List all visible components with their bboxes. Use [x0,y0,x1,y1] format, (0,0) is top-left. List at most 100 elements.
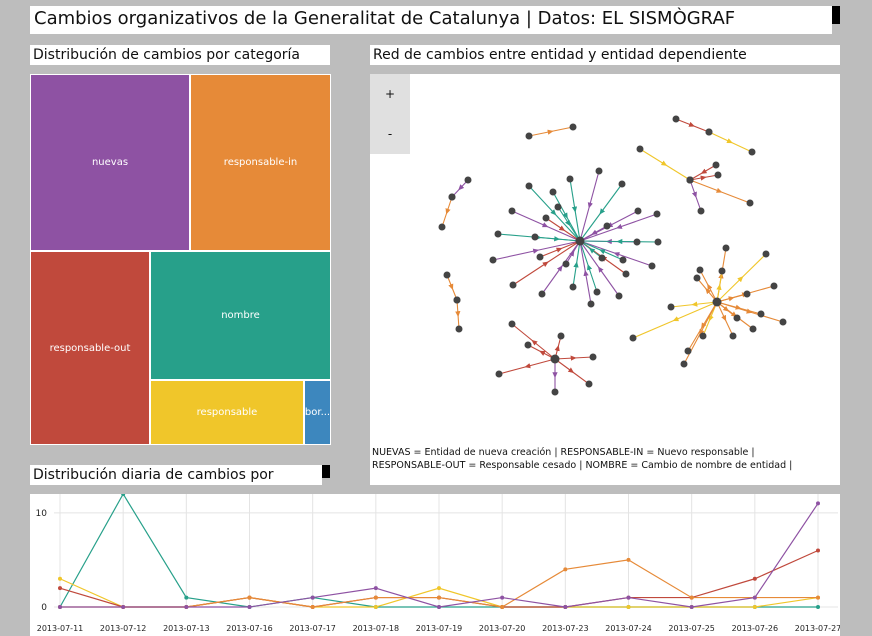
network-node[interactable] [575,236,585,246]
network-node[interactable] [749,325,757,333]
scrollbar-thumb[interactable] [832,6,840,24]
network-node[interactable] [686,176,694,184]
network-node[interactable] [779,318,787,326]
data-point[interactable] [626,605,631,609]
network-node[interactable] [508,207,516,215]
network-node[interactable] [648,262,656,270]
network-node[interactable] [667,303,675,311]
daily-title-scrollbar[interactable] [322,465,330,478]
network-node[interactable] [589,353,597,361]
data-point[interactable] [121,605,126,609]
network-node[interactable] [524,341,532,349]
network-node[interactable] [531,233,539,241]
network-node[interactable] [733,314,741,322]
network-node[interactable] [525,132,533,140]
network-node[interactable] [699,332,707,340]
tile-nombre[interactable]: nombre [150,251,331,380]
network-node[interactable] [448,193,456,201]
network-node[interactable] [757,310,765,318]
data-point[interactable] [373,586,378,591]
network-node[interactable] [443,271,451,279]
network-node[interactable] [438,223,446,231]
network-node[interactable] [566,175,574,183]
tile-borradas[interactable]: bor... [304,380,331,445]
data-point[interactable] [121,494,126,496]
data-point[interactable] [752,576,757,581]
network-node[interactable] [680,360,688,368]
network-node[interactable] [714,171,722,179]
network-node[interactable] [525,182,533,190]
data-point[interactable] [752,605,757,609]
network-node[interactable] [551,388,559,396]
network-node[interactable] [542,214,550,222]
data-point[interactable] [563,605,568,609]
data-point[interactable] [626,595,631,600]
network-node[interactable] [618,180,626,188]
network-node[interactable] [633,238,641,246]
data-point[interactable] [437,605,441,609]
network-node[interactable] [455,325,463,333]
network-node[interactable] [748,148,756,156]
tile-responsable[interactable]: responsable [150,380,304,445]
data-point[interactable] [58,576,62,581]
network-node[interactable] [508,320,516,328]
network-node[interactable] [536,253,544,261]
network-node[interactable] [654,238,662,246]
network-node[interactable] [489,256,497,264]
tile-responsable-in[interactable]: responsable-in [190,74,331,251]
data-point[interactable] [310,595,315,600]
data-point[interactable] [310,605,315,609]
network-node[interactable] [550,354,560,364]
data-point[interactable] [689,595,694,600]
network-node[interactable] [557,332,565,340]
network-node[interactable] [569,123,577,131]
network-node[interactable] [762,250,770,258]
data-point[interactable] [689,605,694,609]
network-node[interactable] [653,210,661,218]
network-panel[interactable]: + - NUEVAS = Entidad de nueva creación |… [370,74,840,485]
data-point[interactable] [437,586,441,591]
data-point[interactable] [816,605,820,609]
network-node[interactable] [619,256,627,264]
network-node[interactable] [569,283,577,291]
network-graph[interactable] [370,74,840,444]
network-node[interactable] [684,347,692,355]
data-point[interactable] [816,501,820,506]
data-point[interactable] [184,605,189,609]
network-node[interactable] [549,188,557,196]
network-node[interactable] [629,334,637,342]
network-node[interactable] [672,115,680,123]
tile-nuevas[interactable]: nuevas [30,74,190,251]
network-node[interactable] [718,267,726,275]
network-node[interactable] [464,176,472,184]
data-point[interactable] [500,605,505,609]
network-node[interactable] [453,296,461,304]
network-node[interactable] [697,207,705,215]
data-point[interactable] [500,595,505,600]
data-point[interactable] [563,567,568,572]
network-node[interactable] [722,244,730,252]
data-point[interactable] [184,595,189,600]
network-node[interactable] [696,266,704,274]
network-node[interactable] [494,230,502,238]
data-point[interactable] [816,595,820,600]
network-node[interactable] [634,207,642,215]
network-node[interactable] [554,203,562,211]
data-point[interactable] [437,595,441,600]
network-node[interactable] [746,199,754,207]
network-node[interactable] [622,270,630,278]
data-point[interactable] [626,557,631,562]
network-node[interactable] [495,370,503,378]
network-node[interactable] [598,254,606,262]
zoom-in-button[interactable]: + [384,87,396,101]
network-node[interactable] [712,161,720,169]
network-node[interactable] [587,300,595,308]
network-node[interactable] [593,288,601,296]
data-point[interactable] [247,605,252,609]
tile-responsable-out[interactable]: responsable-out [30,251,150,445]
network-node[interactable] [562,260,570,268]
network-node[interactable] [538,290,546,298]
network-node[interactable] [595,167,603,175]
data-point[interactable] [247,595,252,600]
network-node[interactable] [770,282,778,290]
